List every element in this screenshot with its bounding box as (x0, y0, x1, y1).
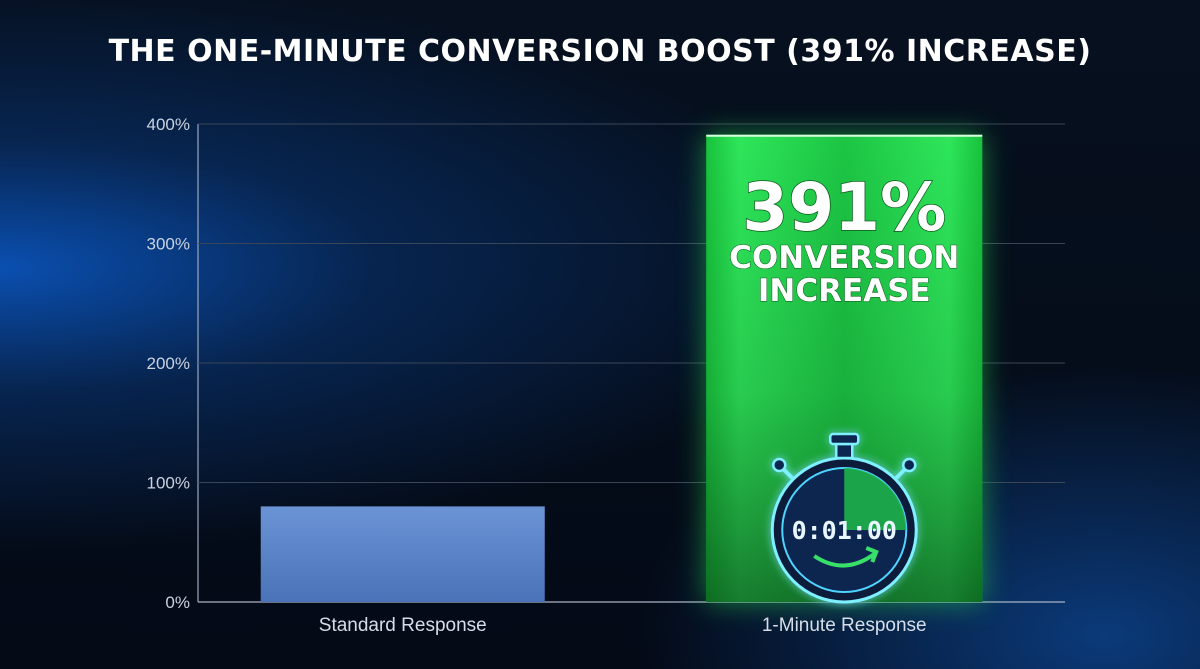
y-tick-label: 400% (147, 115, 190, 134)
bar-top-highlight (706, 134, 983, 137)
stopwatch-time: 0:01:00 (792, 516, 897, 545)
x-tick-label: Standard Response (319, 615, 487, 636)
y-tick-label: 0% (165, 593, 190, 612)
bar-standard-response (260, 506, 545, 602)
annotation-line2: INCREASE (758, 273, 931, 309)
annotation-value: 391% (742, 169, 946, 246)
y-tick-label: 100% (147, 474, 190, 493)
x-tick-label: 1-Minute Response (762, 615, 927, 636)
annotation-line1: CONVERSION (729, 240, 959, 276)
stopwatch-icon: 0:01:00 (770, 432, 918, 604)
y-tick-label: 300% (147, 235, 190, 254)
y-tick-label: 200% (147, 354, 190, 373)
chart-title: THE ONE-MINUTE CONVERSION BOOST (391% IN… (108, 34, 1092, 69)
